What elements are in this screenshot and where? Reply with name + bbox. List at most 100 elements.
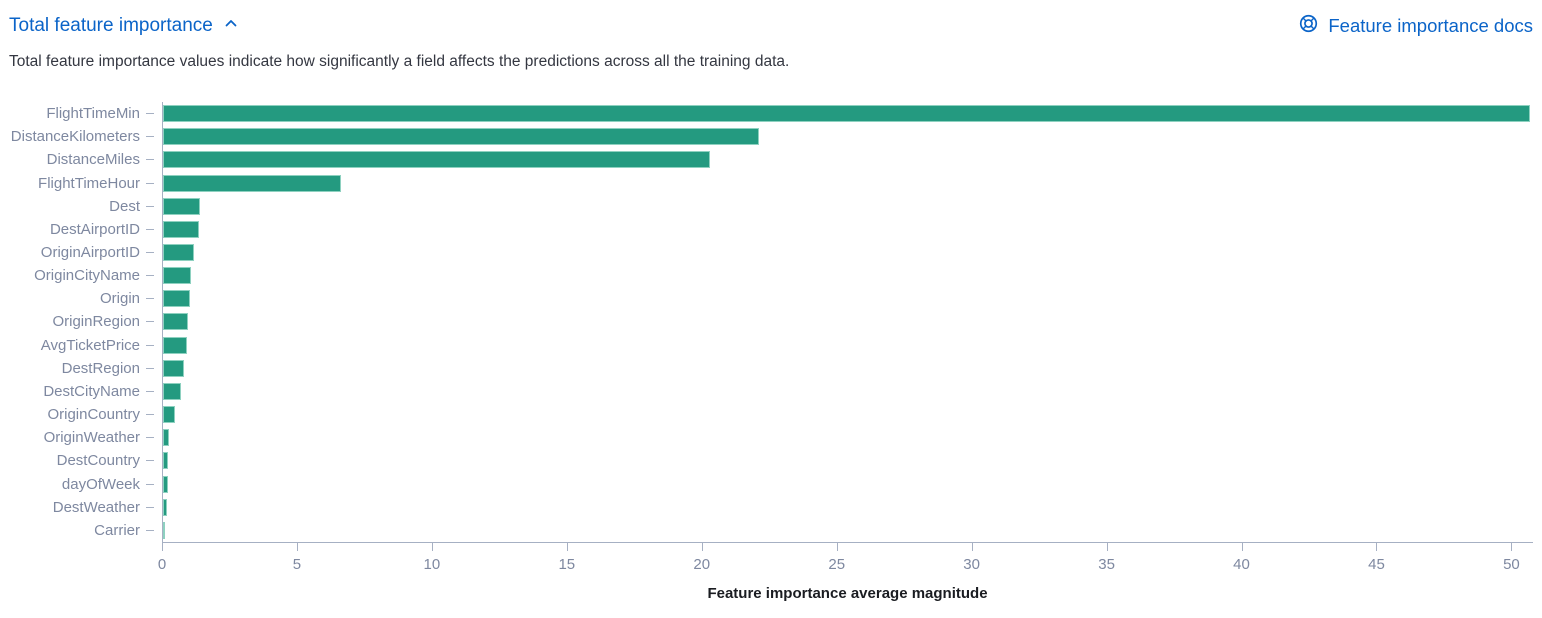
importance-bar[interactable] — [163, 128, 759, 146]
importance-bar[interactable] — [163, 197, 200, 215]
bar-track — [162, 495, 1533, 519]
y-axis-category-label: FlightTimeHour — [38, 174, 140, 192]
bar-track — [162, 171, 1533, 195]
bar-track — [162, 518, 1533, 542]
x-axis-tick — [1106, 542, 1108, 551]
importance-bar[interactable] — [163, 174, 341, 192]
y-axis-tick — [146, 159, 154, 161]
chart-row: Origin — [9, 287, 1533, 311]
bar-track — [162, 287, 1533, 311]
bar-track — [162, 125, 1533, 149]
importance-bar[interactable] — [163, 475, 169, 493]
x-axis-tick — [836, 542, 838, 551]
y-axis-category-label: OriginCityName — [34, 267, 140, 285]
chart-row: AvgTicketPrice — [9, 333, 1533, 357]
importance-bar[interactable] — [163, 336, 187, 354]
chart-rows: FlightTimeMin DistanceKilometers Distanc… — [9, 102, 1533, 542]
x-axis-tick — [971, 542, 973, 551]
chart-row: Dest — [9, 194, 1533, 218]
y-axis-category-label: DistanceKilometers — [10, 128, 140, 146]
chart-row: FlightTimeMin — [9, 102, 1533, 126]
importance-bar[interactable] — [163, 105, 1531, 123]
y-axis-category-label: OriginRegion — [52, 313, 140, 331]
y-axis-tick — [146, 182, 154, 184]
x-axis-tick — [701, 542, 703, 551]
y-axis-category-label: FlightTimeMin — [46, 105, 140, 123]
importance-bar[interactable] — [163, 220, 200, 238]
y-axis-category-label: dayOfWeek — [61, 475, 140, 493]
y-axis-category-label: Origin — [99, 290, 140, 308]
y-axis-tick — [146, 252, 154, 254]
y-axis-category-label: OriginWeather — [43, 429, 140, 447]
y-axis-tick — [146, 460, 154, 462]
y-axis-tick — [146, 113, 154, 115]
y-axis-category-label: DestWeather — [52, 498, 140, 516]
chart-row: dayOfWeek — [9, 472, 1533, 496]
x-axis-title: Feature importance average magnitude — [707, 584, 988, 602]
bar-track — [162, 426, 1533, 450]
x-axis-tick — [431, 542, 433, 551]
x-axis-tick-label: 40 — [1233, 555, 1250, 573]
importance-bar[interactable] — [163, 313, 189, 331]
y-axis-category-label: DistanceMiles — [46, 151, 140, 169]
bar-track — [162, 310, 1533, 334]
importance-bar[interactable] — [163, 267, 192, 285]
feature-importance-docs-link[interactable]: Feature importance docs — [1298, 13, 1533, 39]
importance-bar[interactable] — [163, 290, 190, 308]
y-axis-category-label: OriginCountry — [47, 406, 140, 424]
x-axis-tick-label: 10 — [423, 555, 441, 573]
chart-row: FlightTimeHour — [9, 171, 1533, 195]
panel-header: Total feature importance Feature importa… — [9, 12, 1533, 40]
importance-bar[interactable] — [163, 359, 185, 377]
importance-bar[interactable] — [163, 382, 182, 400]
bar-track — [162, 356, 1533, 380]
y-axis-category-label: Dest — [109, 197, 140, 215]
chart-row: DestCityName — [9, 379, 1533, 404]
importance-bar[interactable] — [163, 406, 175, 424]
chart-row: OriginWeather — [9, 426, 1533, 450]
x-axis-tick — [162, 542, 163, 551]
x-axis-tick — [1511, 542, 1513, 551]
importance-bar[interactable] — [163, 244, 194, 262]
x-axis-tick-label: 15 — [558, 555, 576, 573]
bar-track — [162, 403, 1533, 427]
y-axis-category-label: DestCityName — [43, 382, 140, 400]
importance-bar[interactable] — [163, 452, 169, 470]
x-axis-tick-label: 50 — [1503, 555, 1520, 573]
x-axis-tick-label: 25 — [828, 555, 846, 573]
bar-track — [162, 333, 1533, 357]
y-axis-tick — [146, 136, 154, 138]
importance-bar[interactable] — [163, 429, 169, 447]
bar-track — [162, 148, 1533, 172]
bar-track — [162, 240, 1533, 265]
docs-link-label: Feature importance docs — [1328, 15, 1533, 36]
x-axis-tick — [566, 542, 568, 551]
bar-track — [162, 217, 1533, 241]
importance-bar[interactable] — [163, 498, 168, 516]
chart-row: DestRegion — [9, 356, 1533, 380]
y-axis-tick — [146, 390, 154, 392]
y-axis-tick — [146, 298, 154, 300]
y-axis-category-label: Carrier — [94, 521, 140, 539]
y-axis-category-label: OriginAirportID — [40, 244, 140, 262]
y-axis-category-label: AvgTicketPrice — [40, 336, 140, 354]
importance-bar[interactable] — [163, 521, 165, 539]
y-axis-tick — [146, 483, 154, 485]
y-axis-tick — [146, 321, 154, 323]
feature-importance-chart: FlightTimeMin DistanceKilometers Distanc… — [9, 102, 1533, 602]
y-axis-tick — [146, 344, 154, 346]
chart-row: OriginRegion — [9, 310, 1533, 334]
x-axis-tick-label: 20 — [693, 555, 711, 573]
importance-bar[interactable] — [163, 151, 711, 169]
x-axis-tick — [296, 542, 298, 551]
y-axis-category-label: DestAirportID — [49, 220, 140, 238]
chart-row: OriginCountry — [9, 403, 1533, 427]
chart-row: OriginAirportID — [9, 240, 1533, 265]
y-axis-category-label: DestRegion — [61, 359, 140, 377]
y-axis-tick — [146, 437, 154, 439]
chart-row: DistanceMiles — [9, 148, 1533, 172]
chart-row: DestAirportID — [9, 217, 1533, 241]
total-feature-importance-toggle[interactable]: Total feature importance — [9, 15, 239, 37]
bar-track — [162, 472, 1533, 496]
